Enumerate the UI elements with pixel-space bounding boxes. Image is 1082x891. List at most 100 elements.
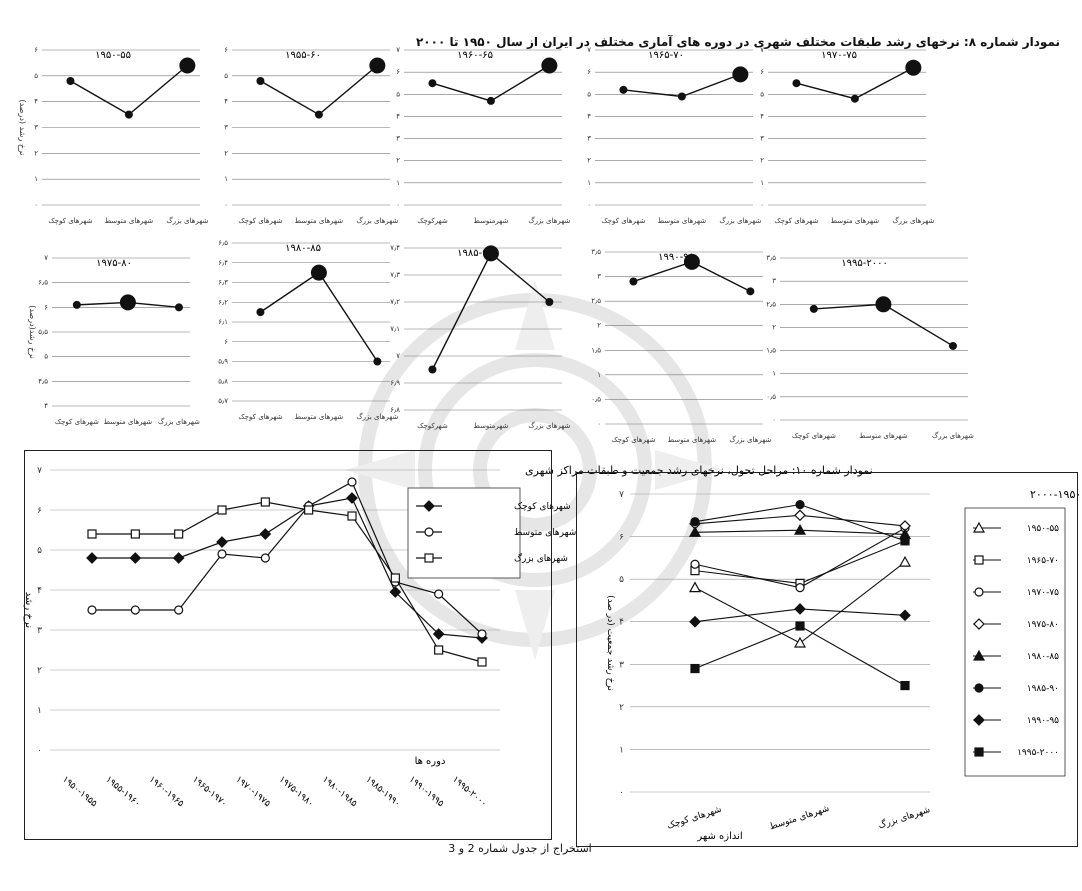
x-category-label: شهرهای کوچک: [238, 217, 282, 225]
data-point: [690, 517, 700, 527]
y-tick-label: ۶٫۸: [390, 406, 400, 414]
y-tick-label: ۵: [44, 353, 48, 361]
data-point: [174, 303, 183, 312]
x-category-label: شهرهای بزرگ: [932, 431, 974, 440]
legend-label: ۱۹۶۵-۷۰: [1027, 556, 1059, 566]
y-tick-label: ۲: [34, 149, 38, 157]
data-point: [795, 621, 805, 631]
y-tick-label: ۱: [34, 175, 38, 183]
y-tick-label: ۵: [396, 90, 400, 98]
y-tick-label: ۵٫۷: [218, 397, 228, 405]
data-point: [373, 357, 382, 366]
data-point: [477, 629, 487, 639]
x-category-label: شهرهای بزرگ: [528, 421, 570, 430]
data-point: [260, 497, 270, 507]
data-point: [87, 529, 97, 539]
y-tick-label: ۶٫۵: [218, 239, 228, 247]
data-point: [793, 636, 807, 648]
y-tick-label: ۶: [224, 338, 228, 346]
legend-marker: [424, 553, 434, 563]
legend-marker: [974, 747, 984, 757]
y-tick-label: ۰: [37, 746, 42, 756]
y-tick-label: ۰: [587, 201, 591, 209]
data-point: [619, 85, 628, 94]
data-point: [130, 605, 140, 615]
x-category-label: شهرهای بزرگ: [356, 216, 398, 225]
data-point: [432, 628, 445, 640]
y-tick-label: ۷٫۳: [390, 271, 400, 279]
data-point: [216, 536, 228, 548]
data-point: [124, 110, 133, 119]
legend-marker: [423, 500, 435, 512]
y-tick-label: ۰: [34, 201, 38, 209]
x-category-label: شهرهای کوچک: [55, 418, 99, 426]
y-tick-label: ۴٫۵: [38, 377, 48, 385]
y-tick-label: ۲: [587, 157, 591, 165]
data-point: [217, 549, 227, 559]
y-tick-label: ۷: [396, 352, 400, 360]
y-tick-label: ۳: [587, 135, 591, 143]
data-point: [174, 529, 184, 539]
y-axis-label: نرخ رشد(درصد): [28, 305, 37, 359]
legend-label: ۱۹۹۵-۲۰۰۰: [1017, 748, 1059, 758]
x-category-label: شهرکوچک: [417, 217, 448, 225]
x-axis-label: اندازه شهر: [696, 831, 742, 842]
chart-title: ۱۹۸۰-۸۵: [285, 243, 321, 254]
legend-marker: [973, 618, 985, 630]
small-chart-1: ۰ ۱ ۲ ۳ ۴ ۵ ۶ نرخ رشد (درصد) ۱۹۵۰-۵۵ شهرهای کوچک ش…: [18, 46, 208, 225]
legend-label: ۱۹۹۰-۹۵: [1027, 716, 1059, 726]
y-tick-label: ۱: [619, 745, 624, 755]
data-point: [690, 663, 700, 674]
chart-title: ۱۹۵۰-۵۵: [95, 50, 131, 61]
page-title: نمودار شماره ۸: نرخهای رشد طبقات مختلف ش…: [415, 35, 1060, 49]
data-point: [66, 77, 75, 85]
small-chart-4: ۰ ۱ ۲ ۳ ۴ ۵ ۶ ۷ ۱۹۶۵-۷۰ شهرهای کوچک شهرهای متوسط شه…: [587, 46, 761, 225]
y-tick-label: ۰: [619, 788, 624, 798]
y-tick-label: ۴: [587, 112, 591, 120]
x-category-label: شهرهای متوسط: [668, 436, 717, 444]
small-chart-5: ۰ ۱ ۲ ۳ ۴ ۵ ۶ ۷ ۱۹۷۰-۷۵ شهرهای کوچک شهرهای متوسط شه…: [760, 46, 934, 225]
y-tick-label: ۴: [37, 586, 42, 596]
x-category-label: شهرمتوسط: [473, 217, 508, 225]
data-point: [477, 657, 487, 667]
x-category-label: شهرهای متوسط: [658, 217, 707, 225]
y-tick-label: ۶٫۹: [390, 379, 400, 387]
y-tick-label: ۱٫۵: [766, 347, 776, 355]
y-tick-label: ۰: [597, 420, 601, 428]
x-category-label: شهرهای متوسط: [859, 432, 908, 440]
y-tick-label: ۷٫۴: [390, 244, 400, 252]
series-line: [432, 64, 550, 102]
data-point: [850, 94, 859, 103]
legend-label: شهرهای متوسط: [514, 528, 576, 538]
series-line: [431, 252, 550, 370]
chart-title: ۱۹۵۵-۶۰: [285, 50, 321, 61]
y-tick-label: ۶: [224, 46, 228, 54]
y-tick-label: ۲: [619, 703, 624, 713]
x-category-label: شهرهای بزرگ: [528, 216, 570, 225]
legend-label: شهرهای کوچک: [514, 502, 571, 512]
legend-marker: [424, 527, 434, 537]
chart10-frame: [24, 450, 552, 840]
x-category-label: شهرهای متوسط: [104, 418, 153, 426]
y-tick-label: ۷: [44, 254, 48, 262]
y-tick-label: ۵٫۸: [218, 377, 228, 385]
x-category-label: شهرهای بزرگ: [158, 417, 200, 426]
data-point: [794, 509, 806, 522]
y-tick-label: ۷: [760, 46, 764, 54]
data-point: [428, 365, 437, 374]
data-point: [875, 296, 892, 313]
y-tick-label: ۷: [619, 490, 624, 500]
x-category-label: شهرهای متوسط: [295, 217, 344, 225]
x-category-label: شهرهای بزرگ: [892, 216, 934, 225]
chart-title: ۱۹۷۵-۸۰: [96, 258, 132, 269]
x-category-label: شهرهای بزرگ: [166, 216, 208, 225]
data-point: [369, 57, 386, 74]
y-tick-label: ۶٫۳: [218, 279, 228, 287]
x-category-label: شهرهای متوسط: [295, 413, 344, 421]
data-point: [129, 552, 142, 564]
chart-title: ۱۹۹۵-۲۰۰۰: [841, 258, 888, 269]
small-chart-3: ۰ ۱ ۲ ۳ ۴ ۵ ۶ ۷ ۱۹۶۰-۶۵ شهرکوچک شهرمتوسط شهرهای بزر…: [396, 46, 570, 225]
